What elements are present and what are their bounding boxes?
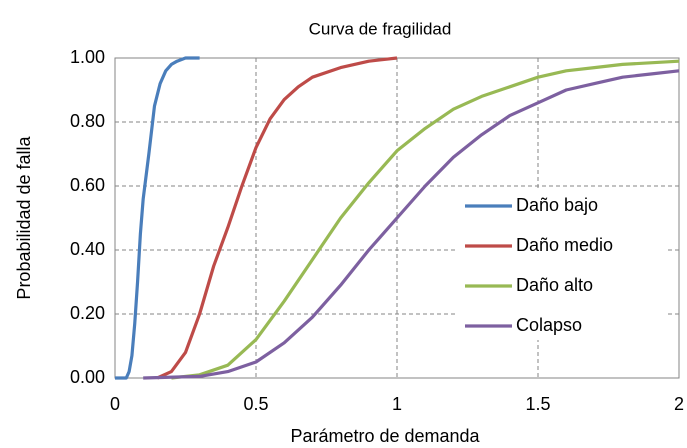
y-tick-label: 0.20 xyxy=(70,303,105,323)
x-tick-label: 0.5 xyxy=(243,394,268,414)
chart-title: Curva de fragilidad xyxy=(309,19,452,38)
legend-box xyxy=(455,188,665,340)
x-tick-label: 1 xyxy=(392,394,402,414)
legend-label: Daño medio xyxy=(516,235,613,255)
y-tick-label: 0.40 xyxy=(70,239,105,259)
y-tick-label: 0.60 xyxy=(70,175,105,195)
series-line xyxy=(171,59,680,380)
legend: Daño bajo Daño medio Daño alto Colapso xyxy=(455,188,665,340)
series-line xyxy=(143,69,680,380)
x-tick-label: 1.5 xyxy=(525,394,550,414)
series-line xyxy=(156,56,398,380)
series-line xyxy=(115,56,200,380)
x-tick-label: 2 xyxy=(674,394,684,414)
x-tick-label: 0 xyxy=(110,394,120,414)
y-tick-label: 1.00 xyxy=(70,47,105,67)
y-tick-label: 0.00 xyxy=(70,367,105,387)
y-axis-label: Probabilidad de falla xyxy=(14,135,34,299)
y-tick-label: 0.80 xyxy=(70,111,105,131)
legend-label: Daño bajo xyxy=(516,195,598,215)
legend-label: Daño alto xyxy=(516,275,593,295)
legend-label: Colapso xyxy=(516,315,582,335)
x-axis-label: Parámetro de demanda xyxy=(290,426,480,446)
